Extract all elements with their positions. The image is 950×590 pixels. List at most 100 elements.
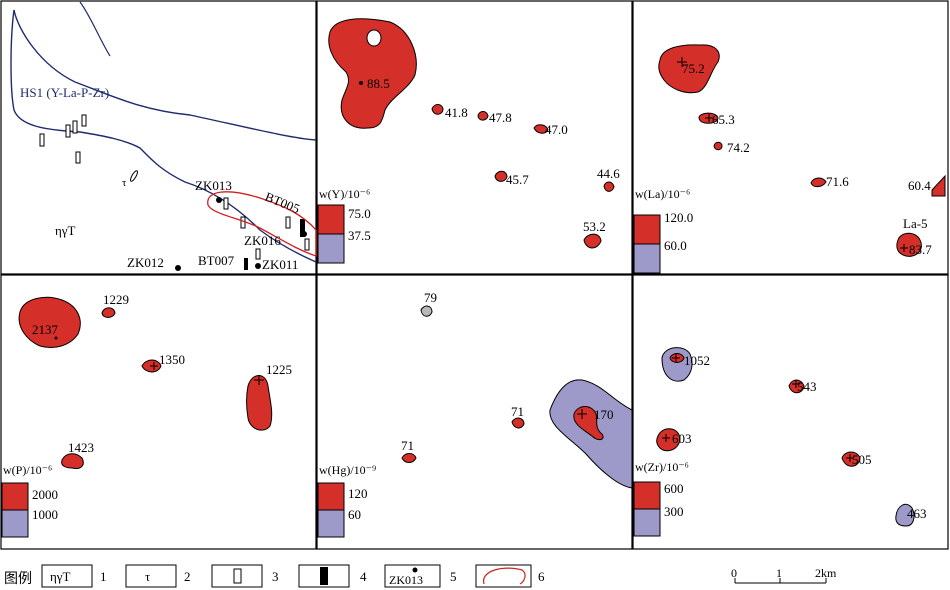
drill-holes (175, 197, 307, 271)
hg-value: 71 (511, 404, 524, 419)
svg-text:300: 300 (664, 504, 684, 519)
svg-text:6: 6 (538, 569, 545, 584)
la-legend: w(La)/10⁻⁶ 120.0 60.0 (633, 187, 693, 274)
drill-zk011: ZK011 (262, 257, 298, 272)
zr-value: 603 (672, 431, 692, 446)
y-value: 45.7 (506, 172, 529, 187)
hg-value: 79 (424, 290, 437, 305)
legend-symbol-5: ZK013 (389, 573, 423, 587)
trench-bt005-symbol (300, 219, 305, 237)
p-value: 1423 (68, 440, 94, 455)
panel-hg: 79 71 170 71 w(Hg)/10⁻⁹ 120 60 (317, 290, 633, 538)
svg-text:600: 600 (664, 481, 684, 496)
p-legend-title: w(P)/10⁻⁶ (3, 463, 52, 477)
dike-symbol (130, 170, 138, 182)
legend-symbol-2: τ (145, 569, 150, 584)
panel-p-frame (0, 274, 317, 550)
dike-label: τ (122, 177, 127, 189)
svg-text:3: 3 (272, 569, 279, 584)
ore-boundary (207, 191, 317, 257)
panel-zr: 1052 543 603 505 463 w(Zr)/10⁻⁶ 600 300 (633, 347, 927, 537)
hg-legend-title: w(Hg)/10⁻⁹ (319, 463, 376, 477)
anomaly-label: HS1 (Y-La-P-Zr) (20, 85, 109, 100)
zr-value: 505 (852, 452, 872, 467)
svg-text:60.0: 60.0 (664, 238, 687, 253)
svg-text:75.0: 75.0 (348, 206, 371, 221)
p-value: 1350 (159, 352, 185, 367)
legend-symbol-6 (483, 567, 526, 585)
svg-text:60: 60 (348, 507, 361, 522)
la-legend-title: w(La)/10⁻⁶ (635, 187, 690, 201)
y-value: 41.8 (445, 105, 468, 120)
y-value: 88.5 (367, 76, 390, 91)
la-value: 65.3 (712, 112, 735, 127)
scale-bar: 0 1 2km (731, 566, 837, 584)
panel-zr-frame (632, 274, 949, 550)
trench-bt005: BT005 (263, 189, 302, 216)
p-value: 1225 (266, 362, 292, 377)
panel-frames (0, 0, 949, 550)
p-legend: w(P)/10⁻⁶ 2000 1000 (1, 463, 58, 538)
panel-la: 75.2 65.3 74.2 71.6 60.4 La-5 83.7 w(La)… (633, 44, 946, 274)
la-extra-label: La-5 (903, 216, 928, 231)
drill-zk012: ZK012 (127, 255, 164, 270)
la-value: 75.2 (682, 61, 705, 76)
y-value: 44.6 (597, 166, 620, 181)
panel-geology: HS1 (Y-La-P-Zr) ηγT τ ZK013 ZK016 ZK0 (10, 1, 317, 272)
y-value: 53.2 (583, 219, 606, 234)
sample-crosses (150, 57, 908, 462)
svg-text:2: 2 (184, 569, 191, 584)
svg-text:37.5: 37.5 (348, 228, 371, 243)
y-legend: w(Y)/10⁻⁶ 75.0 37.5 (317, 187, 371, 264)
zr-value: 543 (797, 379, 817, 394)
legend-symbol-3 (233, 568, 242, 584)
legend-bar: 图例 ηγT 1 τ 2 3 4 ZK013 5 6 (4, 564, 545, 588)
panel-la-frame (632, 0, 949, 275)
zr-legend-title: w(Zr)/10⁻⁶ (635, 460, 689, 474)
legend-symbol-1: ηγT (50, 569, 71, 584)
hg-value: 71 (401, 438, 414, 453)
la-anomalies (658, 44, 946, 257)
anomaly-boundary-top (79, 1, 111, 57)
panel-y: 88.5 41.8 47.8 47.0 45.7 44.6 53.2 w(Y)/… (317, 18, 620, 264)
hg-value: 170 (594, 407, 614, 422)
svg-text:5: 5 (450, 569, 457, 584)
drill-zk013: ZK013 (195, 178, 232, 193)
svg-text:120.0: 120.0 (664, 210, 693, 225)
svg-text:1: 1 (776, 566, 782, 580)
svg-text:120: 120 (348, 486, 368, 501)
svg-text:4: 4 (360, 569, 367, 584)
y-value: 47.0 (545, 122, 568, 137)
hg-legend: w(Hg)/10⁻⁹ 120 60 (317, 463, 376, 538)
granite-bodies (39, 114, 310, 260)
anomaly-boundary-upper (13, 9, 317, 141)
legend-title: 图例 (4, 571, 32, 587)
svg-text:2km: 2km (815, 566, 837, 580)
svg-text:1: 1 (100, 569, 107, 584)
svg-text:1000: 1000 (32, 507, 58, 522)
y-value: 47.8 (489, 110, 512, 125)
y-anomalies (328, 18, 615, 249)
panel-y-frame (316, 0, 633, 275)
anomaly-boundary-lower (10, 9, 317, 263)
p-value: 1229 (103, 292, 129, 307)
la-value: 71.6 (826, 174, 849, 189)
drill-zk016: ZK016 (244, 233, 281, 248)
svg-text:2000: 2000 (32, 487, 58, 502)
rock-label: ηγT (55, 223, 76, 238)
trench-bt007-symbol (244, 258, 248, 270)
svg-text:0: 0 (731, 566, 737, 580)
la-value: 60.4 (908, 178, 931, 193)
legend-symbol-4 (320, 567, 328, 585)
p-anomalies (18, 296, 273, 469)
zr-value: 463 (907, 506, 927, 521)
la-value: 74.2 (727, 140, 750, 155)
zr-value: 1052 (684, 353, 710, 368)
zr-legend: w(Zr)/10⁻⁶ 600 300 (633, 460, 689, 537)
trench-bt007: BT007 (198, 253, 235, 268)
la-value: 83.7 (909, 242, 932, 257)
panel-p: 1229 2137 1350 1225 1423 w(P)/10⁻⁶ 2000 … (1, 292, 292, 538)
panel-geology-frame (0, 0, 317, 275)
y-legend-title: w(Y)/10⁻⁶ (319, 187, 370, 201)
